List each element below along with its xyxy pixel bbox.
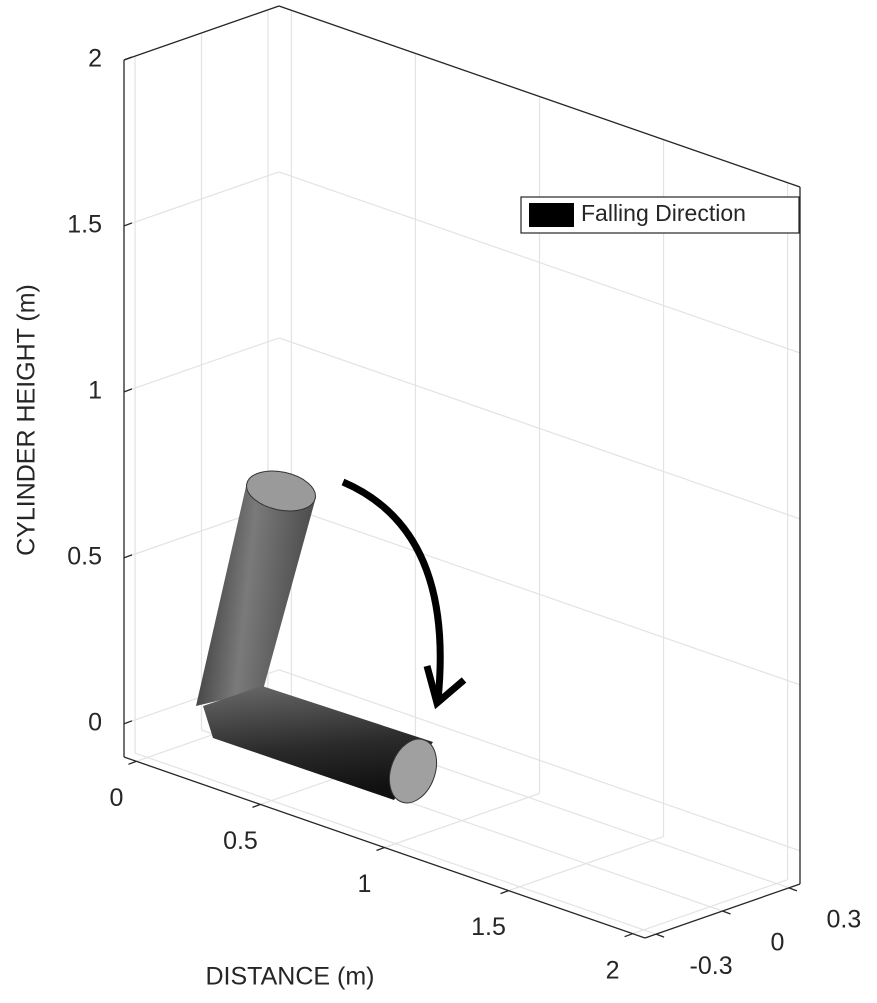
y-tick-label: 0 <box>771 929 785 957</box>
grid-line <box>123 171 280 227</box>
z-tick-label: 1 <box>88 377 102 405</box>
x-tick-label: 1 <box>358 870 372 898</box>
z-tick-label: 0.5 <box>67 542 102 570</box>
tick-mark <box>376 846 385 852</box>
legend: Falling Direction <box>520 196 800 234</box>
z-tick-label: 2 <box>88 45 102 73</box>
cylinder-end <box>388 738 438 804</box>
grid-line <box>278 171 801 354</box>
tick-mark <box>128 760 137 765</box>
x-tick-label: 0 <box>109 784 123 812</box>
z-axis-label: CYLINDER HEIGHT (m) <box>13 284 41 556</box>
tick-mark <box>500 889 509 895</box>
grid-line <box>123 337 280 393</box>
z-tick-label: 1.5 <box>67 211 102 239</box>
tick-mark <box>123 720 133 725</box>
grid <box>123 5 801 935</box>
axis-line <box>123 5 280 61</box>
y-tick-label: 0.3 <box>827 905 862 933</box>
grid-line <box>278 669 801 852</box>
grid-line <box>278 503 801 686</box>
axis-line <box>278 5 801 188</box>
z-tick-label: 0 <box>88 708 102 736</box>
tick-mark <box>123 56 133 61</box>
y-tick-label: -0.3 <box>690 952 733 980</box>
tick-mark <box>123 554 133 559</box>
x-tick-label: 2 <box>606 956 620 984</box>
tick-mark <box>788 887 798 892</box>
arrow-head <box>423 665 467 710</box>
x-tick-label: 0.5 <box>223 827 258 855</box>
x-tick-label: 1.5 <box>471 913 506 941</box>
legend-label: Falling Direction <box>581 200 746 226</box>
cylinders <box>196 470 438 804</box>
cylinder-top <box>246 470 316 512</box>
horizontal-cylinder <box>203 686 433 800</box>
legend-swatch <box>529 203 574 227</box>
arrow-curve <box>341 478 444 701</box>
tick-mark <box>655 933 665 938</box>
tick-mark <box>624 933 633 938</box>
axes-box <box>123 5 801 939</box>
tick-mark <box>252 803 261 809</box>
tick-mark <box>722 910 731 915</box>
tick-mark <box>123 388 133 393</box>
vertical-cylinder <box>196 482 316 706</box>
falling-arrow <box>341 478 467 710</box>
grid-line <box>134 752 657 935</box>
tick-mark <box>123 222 133 227</box>
x-axis-label: DISTANCE (m) <box>206 963 375 991</box>
grid-line <box>278 337 801 520</box>
